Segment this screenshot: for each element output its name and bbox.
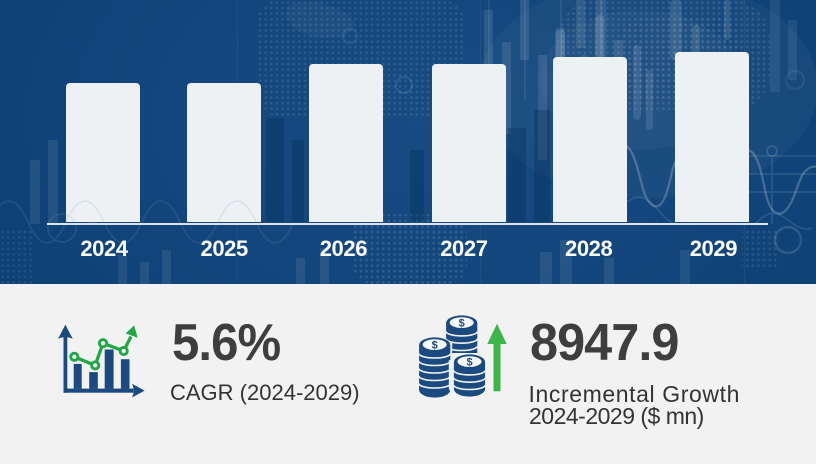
- svg-text:$: $: [459, 318, 465, 330]
- svg-text:$: $: [466, 357, 472, 369]
- svg-text:$: $: [432, 340, 438, 352]
